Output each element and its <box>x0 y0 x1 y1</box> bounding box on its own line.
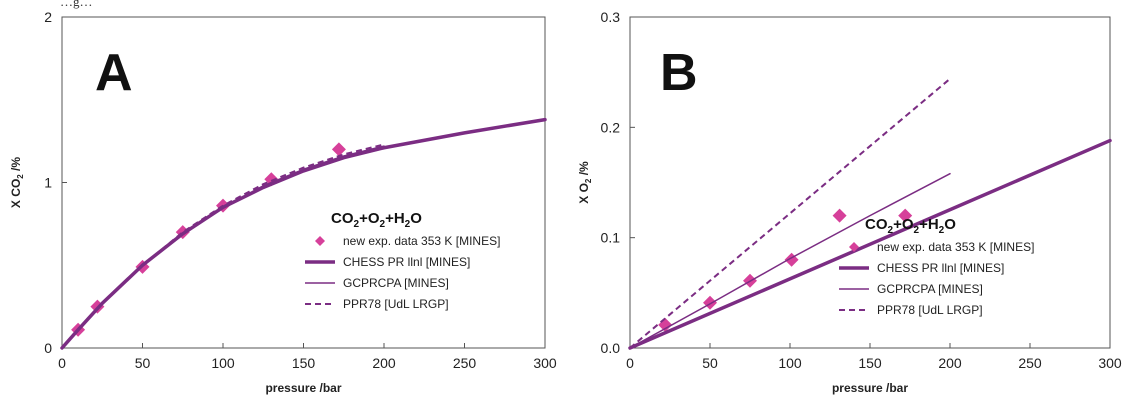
y-tick-label: 0 <box>44 340 52 356</box>
x-tick-label: 200 <box>372 355 396 371</box>
legend-label: CHESS PR llnl [MINES] <box>877 261 1004 275</box>
y-tick-label: 0.1 <box>601 230 621 246</box>
legend-marker <box>315 236 325 246</box>
y-axis-label: X O2 /% <box>577 161 593 204</box>
legend: CO2+O2+H2O new exp. data 353 K [MINES] CHE… <box>305 210 500 311</box>
header-text-fragment: …g… <box>60 0 93 9</box>
x-tick-label: 50 <box>135 355 151 371</box>
x-tick-label: 150 <box>292 355 316 371</box>
series-line-thin <box>61 145 385 349</box>
x-tick-label: 50 <box>702 355 718 371</box>
x-tick-label: 300 <box>533 355 557 371</box>
x-tick-label: 100 <box>211 355 235 371</box>
legend-title: CO2+O2+H2O <box>865 216 956 236</box>
x-tick-label: 300 <box>1098 355 1122 371</box>
y-tick-label: 1 <box>44 175 52 191</box>
series-line-thick <box>628 138 1112 350</box>
x-tick-label: 200 <box>938 355 962 371</box>
legend-marker <box>849 242 859 252</box>
legend-label: new exp. data 353 K [MINES] <box>343 234 500 248</box>
data-point <box>898 208 913 223</box>
x-tick-label: 100 <box>778 355 802 371</box>
y-tick-label: 0.3 <box>601 9 621 25</box>
data-point <box>331 142 346 157</box>
legend-label: GCPRCPA [MINES] <box>343 276 449 290</box>
chart-panel-b: 0 50 100 150 200 250 300 0.0 0.1 0.2 0.3 pressure /… <box>577 9 1122 395</box>
y-tick-label: 2 <box>44 9 52 25</box>
data-point <box>703 295 717 310</box>
data-point <box>832 208 847 223</box>
x-tick-label: 250 <box>453 355 477 371</box>
panel-label: B <box>660 44 698 102</box>
plot-frame <box>61 16 546 349</box>
y-tick-label: 0.0 <box>601 340 621 356</box>
x-tick-label: 250 <box>1018 355 1042 371</box>
x-tick-label: 0 <box>626 355 634 371</box>
x-tick-label: 150 <box>858 355 882 371</box>
legend-title: CO2+O2+H2O <box>331 210 422 230</box>
legend-label: GCPRCPA [MINES] <box>877 282 983 296</box>
legend-label: CHESS PR llnl [MINES] <box>343 255 470 269</box>
series-line-thin <box>629 172 951 349</box>
x-axis-label: pressure /bar <box>832 381 908 395</box>
x-axis-label: pressure /bar <box>265 381 341 395</box>
plot-frame <box>629 16 1111 349</box>
x-tick-label: 0 <box>58 355 66 371</box>
y-tick-label: 0.2 <box>601 119 621 135</box>
legend-label: PPR78 [UdL LRGP] <box>343 297 449 311</box>
series-line-dashed <box>61 143 385 349</box>
legend-label: PPR78 [UdL LRGP] <box>877 303 983 317</box>
legend-label: new exp. data 353 K [MINES] <box>877 240 1034 254</box>
chart-panel-a: 0 50 100 150 200 250 300 0 1 2 pressure /bar X CO2 … <box>9 9 557 395</box>
panel-label: A <box>95 44 133 102</box>
legend: CO2+O2+H2O new exp. data 353 K [MINES] CHE… <box>839 216 1034 317</box>
y-axis-label: X CO2 /% <box>9 157 25 208</box>
